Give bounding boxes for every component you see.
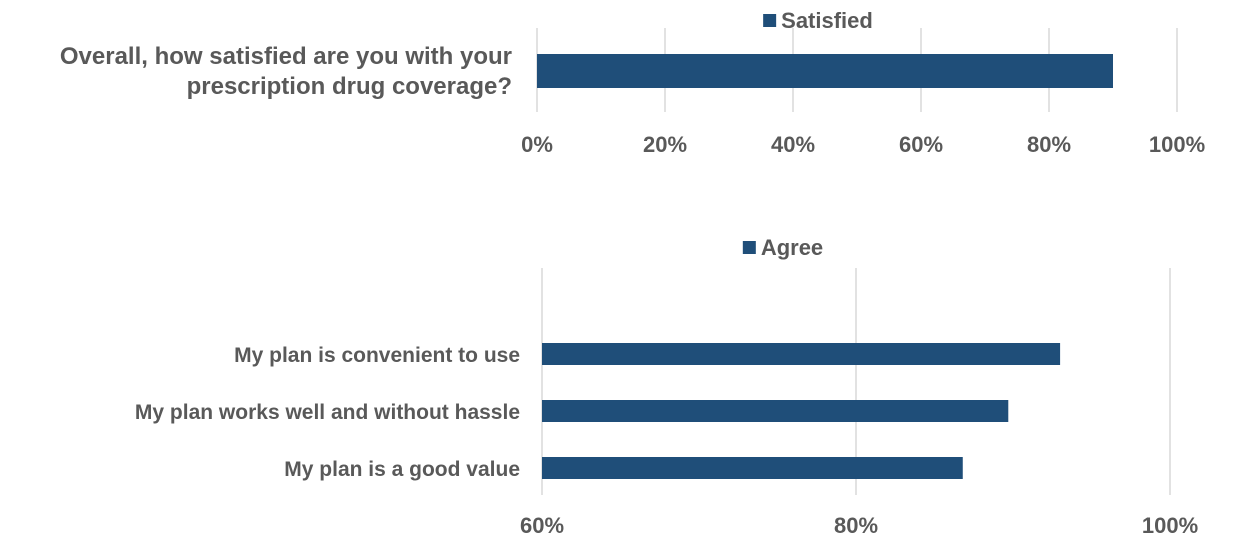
- legend-label: Satisfied: [781, 8, 873, 33]
- x-tick-label: 80%: [1027, 132, 1071, 157]
- x-tick-label: 100%: [1142, 513, 1198, 537]
- legend-swatch: [742, 241, 756, 254]
- x-tick-label: 60%: [899, 132, 943, 157]
- chart-agreement: 60% 80% 100% My plan is convenient to use My…: [135, 235, 1198, 538]
- bar: [542, 343, 1061, 365]
- x-tick-label: 20%: [643, 132, 687, 157]
- x-tick-label: 0%: [521, 132, 553, 157]
- bar: [537, 54, 1113, 88]
- x-tick-label: 60%: [520, 513, 564, 537]
- legend-label: Agree: [761, 235, 823, 260]
- legend-swatch: [763, 14, 777, 27]
- bar: [542, 400, 1009, 422]
- category-label: Overall, how satisfied are you with your: [60, 43, 512, 70]
- x-tick-label: 100%: [1149, 132, 1205, 157]
- legend: Satisfied: [763, 8, 873, 33]
- x-tick-label: 80%: [834, 513, 878, 537]
- category-label: My plan is a good value: [284, 458, 520, 481]
- bar: [542, 457, 963, 479]
- category-label: My plan is convenient to use: [234, 344, 520, 367]
- category-label: prescription drug coverage?: [187, 73, 512, 100]
- legend: Agree: [742, 235, 823, 260]
- x-tick-label: 40%: [771, 132, 815, 157]
- category-label: My plan works well and without hassle: [135, 401, 520, 424]
- chart-satisfaction: 0% 20% 40% 60% 80% 100% Overall, how satisfied…: [60, 8, 1205, 157]
